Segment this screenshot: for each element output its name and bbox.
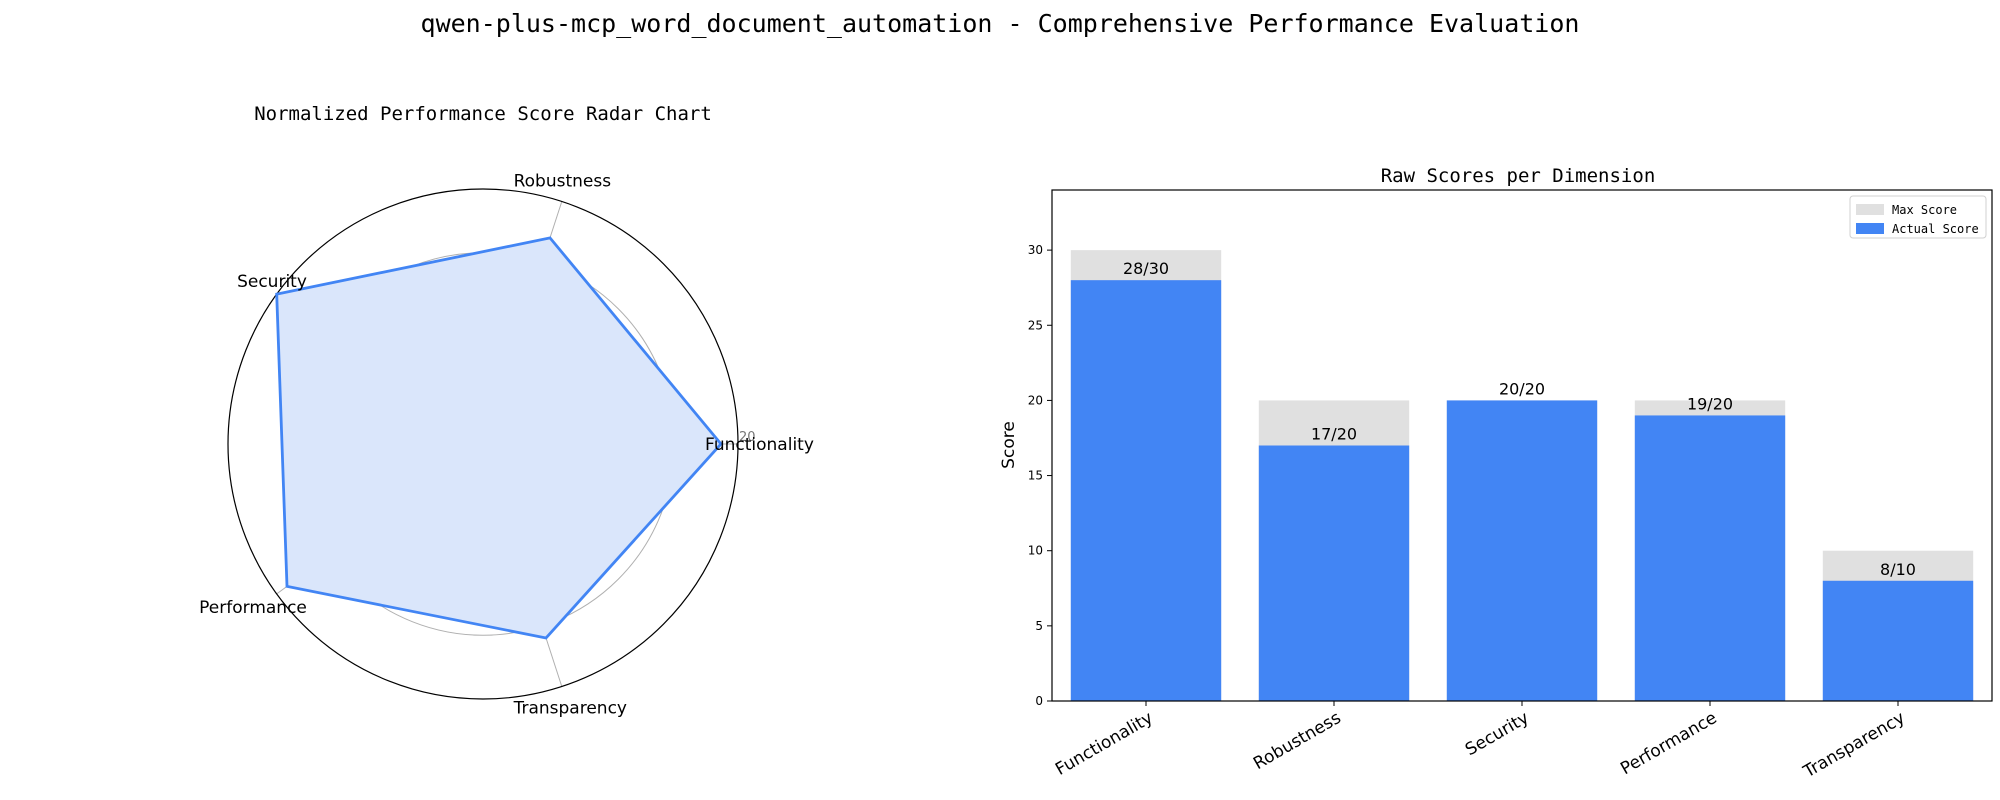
actual-score-bar	[1258, 445, 1410, 701]
bar-title: Raw Scores per Dimension	[1381, 165, 1656, 187]
radar-axis-label: Functionality	[705, 435, 814, 455]
bar-y-axis-label: Score	[999, 421, 1019, 469]
bar-data-label: 17/20	[1311, 425, 1357, 444]
bar-data-label: 8/10	[1880, 560, 1916, 579]
bar-data-label: 28/30	[1123, 259, 1169, 278]
y-tick-label: 25	[1028, 318, 1043, 332]
x-tick-label: Transparency	[1799, 708, 1908, 783]
radar-axis-label: Security	[237, 272, 307, 292]
legend-swatch	[1856, 204, 1884, 215]
y-tick-label: 10	[1028, 544, 1043, 558]
y-tick-label: 0	[1035, 694, 1043, 708]
radar-title: Normalized Performance Score Radar Chart	[254, 103, 712, 125]
x-tick-label: Security	[1462, 708, 1532, 760]
bar-legend: Max Score Actual Score	[1849, 195, 1987, 239]
x-tick-label: Functionality	[1052, 708, 1156, 780]
bar-data-label: 19/20	[1687, 394, 1733, 413]
x-tick-label: Performance	[1617, 708, 1720, 779]
legend-label: Max Score	[1892, 203, 1957, 217]
y-tick-label: 15	[1028, 469, 1043, 483]
radar-axis-label: Transparency	[513, 698, 627, 718]
bar-data-label: 20/20	[1499, 379, 1545, 398]
figure-title: qwen-plus-mcp_word_document_automation -…	[421, 9, 1580, 38]
y-tick-label: 30	[1028, 243, 1043, 257]
legend-label: Actual Score	[1892, 222, 1979, 236]
actual-score-bar	[1634, 415, 1786, 701]
actual-score-bar	[1070, 280, 1222, 701]
radar-outer-ring	[227, 188, 739, 700]
radar-axis-label: Performance	[199, 598, 307, 618]
bar-plot-frame	[1051, 189, 1993, 702]
radar-tick-label: 20	[739, 430, 756, 445]
bar-chart: Raw Scores per Dimension Functionality Ro…	[999, 165, 1993, 783]
y-tick-label: 20	[1028, 393, 1043, 407]
actual-score-bar	[1822, 580, 1974, 701]
y-tick-label: 5	[1035, 619, 1043, 633]
radar-chart: Normalized Performance Score Radar Chart…	[199, 103, 814, 718]
bar-bars	[1070, 250, 1974, 701]
bar-data-labels: 28/30 17/20 20/20 19/20 8/10	[1123, 259, 1916, 579]
radar-axis-label: Robustness	[514, 172, 612, 192]
actual-score-bar	[1446, 400, 1598, 701]
radar-series-polygon	[275, 236, 723, 640]
radar-axis-labels: Functionality Robustness Security Performan…	[199, 172, 814, 719]
legend-swatch	[1856, 223, 1884, 234]
radar-series	[275, 236, 723, 640]
x-tick-label: Robustness	[1250, 708, 1345, 774]
